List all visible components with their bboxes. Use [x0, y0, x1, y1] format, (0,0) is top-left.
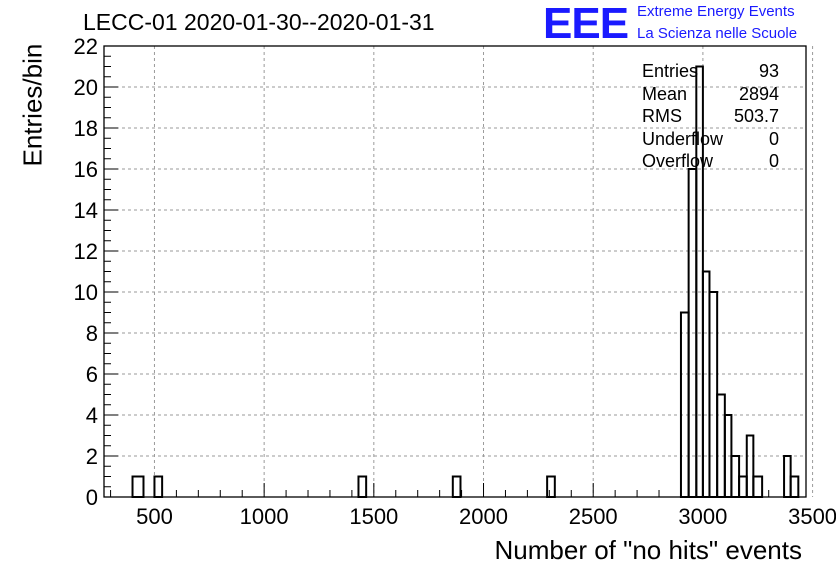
y-tick-label: 2: [86, 444, 98, 469]
histogram-bar: [716, 393, 726, 498]
eee-logo: EEE: [543, 0, 629, 48]
histogram-bar: [131, 475, 145, 498]
stat-label: Overflow: [642, 151, 714, 171]
stat-value: 503.7: [733, 106, 779, 126]
y-tick-label: 16: [74, 157, 98, 182]
histogram-bar: [745, 434, 755, 498]
x-tick-label: 2500: [569, 504, 618, 529]
stat-value: 2894: [738, 83, 779, 104]
stat-row-underflow: Underflow 0: [642, 128, 779, 151]
y-tick-label: 12: [74, 239, 98, 264]
y-tick-label: 22: [74, 34, 98, 59]
x-tick-label: 2000: [459, 504, 508, 529]
histogram-bar: [752, 475, 764, 498]
y-tick-label: 18: [74, 116, 98, 141]
y-axis-label: Entries/bin: [17, 43, 48, 167]
x-tick-label: 500: [136, 504, 173, 529]
y-tick-label: 0: [86, 485, 98, 510]
y-tick-label: 6: [86, 362, 98, 387]
stat-label: Underflow: [642, 128, 724, 149]
x-tick-label: 1000: [240, 504, 289, 529]
logo-line-1: Extreme Energy Events: [637, 3, 795, 20]
y-tick-label: 20: [74, 75, 98, 100]
histogram-bar: [451, 475, 462, 498]
histogram-bar: [679, 311, 690, 498]
stat-row-entries: Entries 93: [642, 60, 779, 83]
y-tick-label: 8: [86, 321, 98, 346]
stat-label: Entries: [642, 61, 699, 81]
chart-title: LECC-01 2020-01-30--2020-01-31: [83, 9, 435, 35]
stats-box: Entries 93 Mean 2894 RMS 503.7 Underflow…: [642, 60, 779, 173]
x-tick-label: 1500: [349, 504, 398, 529]
y-tick-label: 10: [74, 280, 98, 305]
histogram-bar: [789, 475, 800, 498]
histogram-bar: [357, 475, 368, 498]
stat-label: Mean: [642, 83, 688, 104]
y-tick-label: 4: [86, 403, 98, 428]
x-axis-label: Number of "no hits" events: [494, 535, 803, 565]
stat-value: 93: [758, 61, 779, 81]
histogram-bar: [153, 475, 164, 498]
stat-row-rms: RMS 503.7: [642, 105, 779, 128]
histogram-bar: [708, 291, 719, 498]
stat-value: 0: [768, 151, 779, 171]
x-tick-label: 3500: [788, 504, 836, 529]
stat-row-mean: Mean 2894: [642, 83, 779, 106]
stat-label: RMS: [642, 106, 682, 126]
logo-line-2: La Scienza nelle Scuole: [637, 25, 798, 42]
histogram-bar: [546, 475, 556, 498]
histogram-bar: [730, 455, 741, 498]
histogram-bar: [738, 475, 748, 498]
stat-row-overflow: Overflow 0: [642, 150, 779, 173]
x-tick-label: 3000: [678, 504, 727, 529]
y-tick-label: 14: [74, 198, 98, 223]
stat-value: 0: [768, 128, 779, 149]
